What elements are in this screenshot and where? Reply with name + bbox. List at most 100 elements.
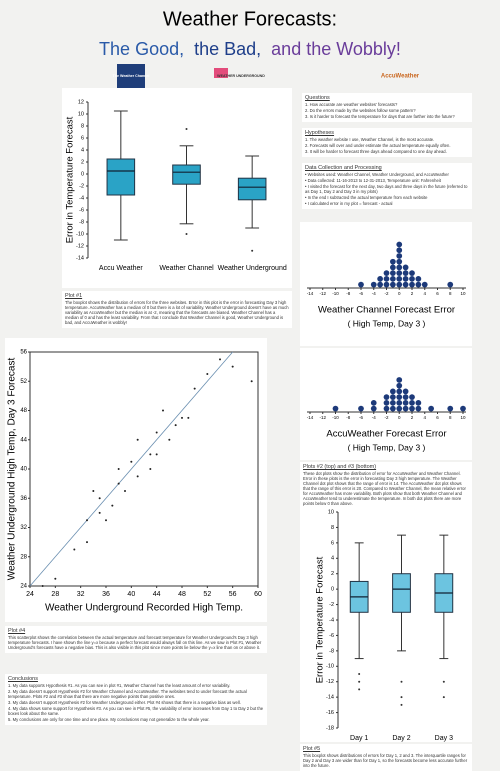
- x-tick-label: Weather Underground: [218, 265, 287, 272]
- section-text: 3. It will be harder to forecast three d…: [305, 149, 447, 154]
- y-tick-label: 6: [81, 135, 84, 141]
- x-tick-label: 8: [449, 415, 452, 420]
- y-tick-label: -8: [329, 648, 334, 654]
- x-tick-label: -10: [332, 415, 339, 420]
- dot: [332, 405, 339, 412]
- y-tick-label: 28: [20, 554, 27, 560]
- section-text: 1. My data supports Hypothesis #1. As yo…: [8, 683, 231, 688]
- dot: [370, 405, 377, 412]
- dot: [415, 276, 422, 282]
- x-tick-label: 52: [203, 591, 211, 598]
- logo-text: WEATHER UNDERGROUND: [217, 74, 265, 78]
- x-tick-label: -4: [372, 291, 376, 296]
- y-tick-label: -16: [326, 710, 334, 716]
- y-tick-label: -18: [326, 725, 334, 731]
- y-tick-label: 2: [331, 571, 334, 577]
- outlier: [442, 680, 445, 683]
- x-tick-label: 8: [449, 291, 452, 296]
- section-heading: Hypotheses: [305, 130, 335, 136]
- y-tick-label: -6: [79, 207, 84, 213]
- point: [130, 460, 133, 463]
- dot: [402, 400, 409, 406]
- y-tick-label: -2: [79, 183, 84, 189]
- y-tick-label: 36: [20, 496, 27, 502]
- paper-panel: [300, 498, 472, 742]
- x-tick-label: -6: [359, 291, 363, 296]
- point: [250, 380, 253, 383]
- dot: [383, 270, 390, 277]
- x-tick-label: 48: [178, 591, 186, 598]
- dot: [396, 241, 403, 248]
- point: [111, 504, 114, 507]
- point: [219, 358, 221, 361]
- x-tick-label: 6: [436, 291, 439, 296]
- outlier: [400, 696, 403, 699]
- outlier: [358, 680, 361, 683]
- x-tick-label: 10: [460, 415, 466, 420]
- outlier: [251, 249, 254, 252]
- dot: [447, 281, 454, 288]
- point: [187, 416, 190, 419]
- section-text: 1. How accurate are weather websites' fo…: [305, 102, 398, 107]
- point: [149, 468, 152, 470]
- point: [181, 416, 183, 419]
- outlier: [358, 673, 361, 675]
- y-tick-label: 8: [331, 525, 334, 531]
- dot-plot-title: Weather Channel Forecast Error: [318, 305, 455, 316]
- x-tick-label: Day 1: [350, 735, 368, 742]
- box: [392, 573, 411, 613]
- dot: [390, 258, 396, 265]
- dot: [390, 405, 396, 412]
- dot: [390, 270, 396, 277]
- dot-plot-subtitle: ( High Temp, Day 3 ): [348, 318, 426, 328]
- dot-plot-title: AccuWeather Forecast Error: [326, 429, 446, 440]
- x-tick-label: -12: [319, 291, 326, 296]
- y-tick-label: -4: [329, 617, 334, 623]
- dot: [409, 405, 415, 412]
- logo-mark: [214, 68, 228, 78]
- x-tick-label: -12: [319, 415, 326, 420]
- x-tick-label: 56: [229, 591, 237, 598]
- point: [54, 577, 57, 580]
- dot: [396, 394, 403, 401]
- point: [136, 475, 139, 478]
- dot: [396, 377, 403, 383]
- dot: [358, 281, 364, 288]
- section-text: This scatterplot shows the correlation b…: [8, 635, 262, 650]
- y-tick-label: 8: [81, 123, 84, 129]
- x-tick-label: 28: [51, 591, 59, 598]
- y-tick-label: -6: [329, 633, 334, 639]
- dot: [396, 382, 403, 389]
- dot: [402, 264, 409, 271]
- dot: [415, 400, 422, 406]
- dot: [377, 281, 383, 288]
- point: [193, 387, 196, 390]
- point: [162, 409, 164, 412]
- y-axis-label: Error in Temperature Forecast: [315, 556, 326, 683]
- dot: [390, 276, 396, 282]
- section-text: These dot plots show the distribution of…: [303, 471, 466, 506]
- text-section: Conclusions 1. My data supports Hypothesi…: [5, 674, 267, 725]
- section-text: 5. My conclusions are only for one time …: [8, 717, 210, 722]
- y-tick-label: 10: [328, 509, 334, 515]
- x-tick-label: -8: [346, 291, 350, 296]
- dot-plot-subtitle: ( High Temp, Day 3 ): [348, 442, 426, 452]
- dot: [383, 281, 390, 288]
- dot: [390, 388, 396, 395]
- box: [172, 164, 201, 185]
- dot: [402, 281, 409, 288]
- x-tick-label: -8: [346, 415, 350, 420]
- subtitle-part: The Good,: [99, 39, 184, 59]
- section-text: 3. My data doesn't support Hypothesis #2…: [8, 700, 241, 705]
- y-axis-label: Weather Underground High Temp, Day 3 For…: [7, 358, 18, 581]
- diagonal-line: [29, 351, 233, 587]
- dot: [396, 270, 403, 277]
- point: [98, 497, 101, 500]
- section-text: 4. My data shows some support for Hypoth…: [8, 706, 264, 716]
- y-tick-label: 10: [78, 111, 84, 117]
- point: [86, 519, 88, 522]
- y-tick-label: 24: [20, 584, 27, 590]
- dot: [383, 276, 390, 282]
- dot: [402, 270, 409, 277]
